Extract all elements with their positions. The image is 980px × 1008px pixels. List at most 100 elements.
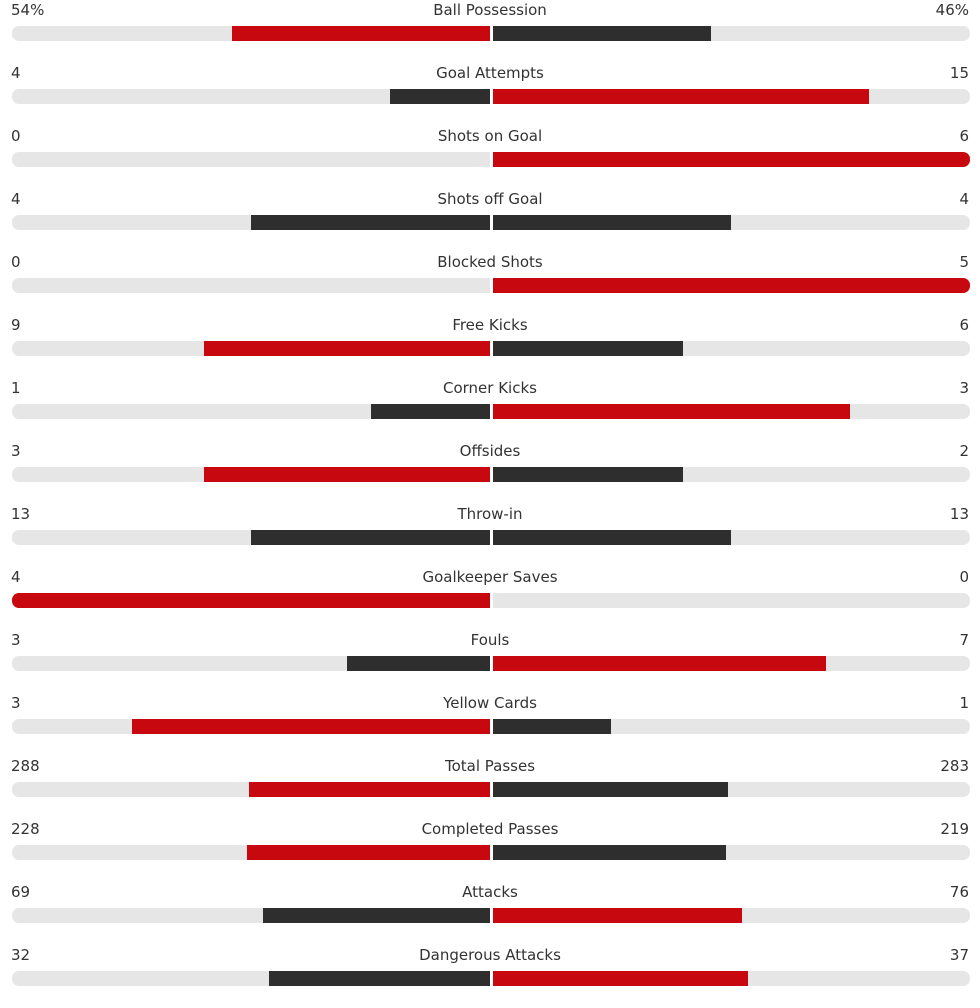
- stat-label: Total Passes: [444, 757, 536, 775]
- home-bar-fill: [263, 908, 491, 923]
- stat-away-value: 6: [959, 316, 969, 334]
- bar-center-divider: [490, 152, 493, 167]
- stat-label: Goalkeeper Saves: [422, 568, 558, 586]
- stat-bar-track: [12, 971, 970, 986]
- stat-label: Shots on Goal: [437, 127, 543, 145]
- stat-away-value: 2: [959, 442, 969, 460]
- away-bar-fill: [491, 971, 748, 986]
- home-bar-fill: [132, 719, 491, 734]
- stat-home-value: 13: [11, 505, 31, 523]
- bar-center-divider: [490, 530, 493, 545]
- away-bar-fill: [491, 782, 728, 797]
- stat-bar-track: [12, 467, 970, 482]
- bar-center-divider: [490, 908, 493, 923]
- away-bar-fill: [491, 719, 611, 734]
- stat-label: Blocked Shots: [437, 253, 543, 271]
- stat-away-value: 37: [949, 946, 969, 964]
- stat-label: Goal Attempts: [436, 64, 544, 82]
- stat-away-value: 7: [959, 631, 969, 649]
- stat-away-value: 5: [959, 253, 969, 271]
- home-bar-fill: [251, 215, 491, 230]
- bar-center-divider: [490, 467, 493, 482]
- bar-center-divider: [490, 656, 493, 671]
- home-bar-fill: [247, 845, 491, 860]
- stat-away-value: 0: [959, 568, 969, 586]
- stat-row: 54% Ball Possession 46%: [0, 0, 980, 63]
- stat-bar-track: [12, 278, 970, 293]
- away-bar-fill: [491, 404, 850, 419]
- away-bar-fill: [491, 152, 970, 167]
- stat-bar-track: [12, 719, 970, 734]
- stat-label: Ball Possession: [433, 1, 547, 19]
- stat-away-value: 219: [940, 820, 969, 838]
- away-bar-fill: [491, 26, 711, 41]
- bar-center-divider: [490, 719, 493, 734]
- stat-label: Shots off Goal: [437, 190, 543, 208]
- stat-bar-track: [12, 656, 970, 671]
- bar-center-divider: [490, 215, 493, 230]
- home-bar-fill: [204, 341, 491, 356]
- stat-away-value: 283: [940, 757, 969, 775]
- bar-center-divider: [490, 782, 493, 797]
- stat-bar-track: [12, 908, 970, 923]
- stat-home-value: 288: [11, 757, 40, 775]
- stat-row: 4 Goal Attempts 15: [0, 63, 980, 126]
- stat-bar-track: [12, 89, 970, 104]
- stat-home-value: 4: [11, 568, 21, 586]
- stat-label: Yellow Cards: [443, 694, 537, 712]
- stat-bar-track: [12, 341, 970, 356]
- stat-row: 3 Fouls 7: [0, 630, 980, 693]
- stat-label: Corner Kicks: [443, 379, 537, 397]
- stat-row: 69 Attacks 76: [0, 882, 980, 945]
- stat-row: 32 Dangerous Attacks 37: [0, 945, 980, 1008]
- stat-row: 0 Shots on Goal 6: [0, 126, 980, 189]
- away-bar-fill: [491, 467, 683, 482]
- away-bar-fill: [491, 845, 726, 860]
- stat-bar-track: [12, 845, 970, 860]
- stat-label: Attacks: [462, 883, 518, 901]
- stat-bar-track: [12, 215, 970, 230]
- stat-home-value: 1: [11, 379, 21, 397]
- stat-away-value: 76: [949, 883, 969, 901]
- away-bar-fill: [491, 278, 970, 293]
- home-bar-fill: [347, 656, 491, 671]
- stat-label: Fouls: [470, 631, 510, 649]
- stat-label: Throw-in: [457, 505, 523, 523]
- stat-bar-track: [12, 530, 970, 545]
- away-bar-fill: [491, 89, 869, 104]
- bar-center-divider: [490, 971, 493, 986]
- stat-home-value: 0: [11, 127, 21, 145]
- stat-bar-track: [12, 782, 970, 797]
- stat-home-value: 3: [11, 442, 21, 460]
- home-bar-fill: [232, 26, 491, 41]
- stat-home-value: 3: [11, 694, 21, 712]
- stat-row: 4 Goalkeeper Saves 0: [0, 567, 980, 630]
- stat-away-value: 3: [959, 379, 969, 397]
- home-bar-fill: [249, 782, 491, 797]
- stat-home-value: 0: [11, 253, 21, 271]
- home-bar-fill: [251, 530, 491, 545]
- stat-bar-track: [12, 593, 970, 608]
- home-bar-fill: [390, 89, 491, 104]
- stat-row: 288 Total Passes 283: [0, 756, 980, 819]
- away-bar-fill: [491, 530, 731, 545]
- stat-home-value: 32: [11, 946, 31, 964]
- stat-home-value: 4: [11, 190, 21, 208]
- stat-away-value: 1: [959, 694, 969, 712]
- bar-center-divider: [490, 89, 493, 104]
- away-bar-fill: [491, 215, 731, 230]
- stat-bar-track: [12, 152, 970, 167]
- stat-bar-track: [12, 26, 970, 41]
- stat-home-value: 4: [11, 64, 21, 82]
- stat-home-value: 3: [11, 631, 21, 649]
- bar-center-divider: [490, 593, 493, 608]
- home-bar-fill: [12, 593, 491, 608]
- stat-bar-track: [12, 404, 970, 419]
- stat-away-value: 46%: [935, 1, 969, 19]
- home-bar-fill: [204, 467, 491, 482]
- away-bar-fill: [491, 656, 826, 671]
- stat-home-value: 54%: [11, 1, 45, 19]
- stat-row: 0 Blocked Shots 5: [0, 252, 980, 315]
- stat-row: 3 Yellow Cards 1: [0, 693, 980, 756]
- away-bar-fill: [491, 908, 742, 923]
